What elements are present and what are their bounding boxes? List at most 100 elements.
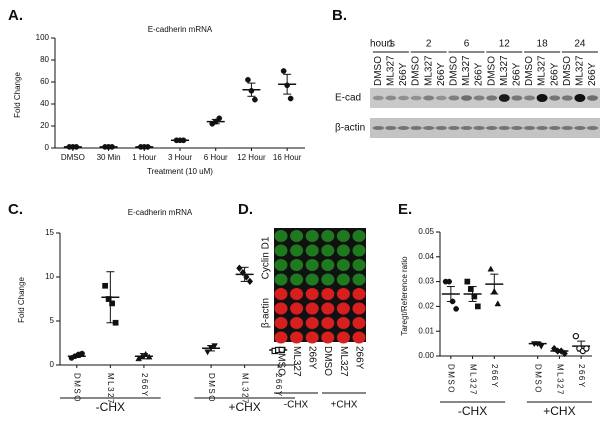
x-tick-label: 266Y xyxy=(490,364,499,389)
y-tick-label: 0.02 xyxy=(418,302,434,311)
band xyxy=(410,126,422,130)
group-label: -CHX xyxy=(458,404,487,418)
band xyxy=(385,126,397,130)
blot-strip xyxy=(370,118,600,138)
data-point xyxy=(145,353,153,360)
lane-label: 266Y xyxy=(398,62,409,86)
lane-label: DMSO xyxy=(411,56,422,86)
spot xyxy=(274,288,288,300)
group-label: +CHX xyxy=(228,400,260,414)
band xyxy=(561,126,574,130)
spot xyxy=(290,302,304,315)
x-tick-label: 12 Hour xyxy=(237,153,266,162)
lane-label: ML327 xyxy=(291,346,302,377)
spot xyxy=(305,244,319,257)
group-label: -CHX xyxy=(284,400,309,411)
band xyxy=(498,126,511,130)
data-point xyxy=(245,76,251,83)
data-point xyxy=(583,345,590,352)
data-point xyxy=(494,300,502,307)
spot xyxy=(336,273,350,286)
data-point xyxy=(453,306,459,312)
y-tick-label: 15 xyxy=(45,228,54,237)
band xyxy=(448,95,460,101)
data-point xyxy=(246,277,254,286)
x-tick-label: 16 Hour xyxy=(273,153,302,162)
data-point xyxy=(287,95,294,102)
band xyxy=(587,95,598,101)
spot xyxy=(305,317,319,329)
y-axis-label: Taregt/Reference ratio xyxy=(400,256,409,336)
band xyxy=(574,94,586,102)
panel-label: E. xyxy=(398,201,412,218)
band xyxy=(498,94,510,102)
y-tick-label: 0.04 xyxy=(418,252,434,261)
lane-label: 266Y xyxy=(307,346,318,370)
lane-label: DMSO xyxy=(449,56,460,86)
data-point xyxy=(180,137,187,144)
y-axis-label: Fold Change xyxy=(13,72,22,118)
spot xyxy=(274,331,288,344)
lane-label: ML327 xyxy=(499,55,510,86)
spot xyxy=(290,230,304,242)
data-point xyxy=(207,345,215,352)
band xyxy=(435,126,448,130)
data-point xyxy=(449,298,456,305)
data-point xyxy=(216,115,223,122)
band xyxy=(385,95,397,101)
y-tick-label: 0.03 xyxy=(418,277,434,286)
spot xyxy=(321,273,335,286)
data-point xyxy=(211,343,218,350)
spot xyxy=(290,259,304,271)
x-tick-label: 266Y xyxy=(577,364,586,389)
spot xyxy=(352,230,366,242)
hours-label: hours xyxy=(370,39,395,50)
band xyxy=(372,95,384,101)
spot xyxy=(305,331,319,344)
lane-label: 266Y xyxy=(436,62,447,86)
band xyxy=(485,126,498,130)
row-label: E-cad xyxy=(335,93,361,104)
data-point xyxy=(467,286,474,292)
lane-label: ML327 xyxy=(338,346,349,377)
row-label: Cyclin D1 xyxy=(261,236,272,279)
x-tick-label: DMSO xyxy=(61,153,85,162)
panel-label: C. xyxy=(8,201,23,218)
band xyxy=(511,126,523,130)
data-point xyxy=(102,282,108,289)
band xyxy=(473,126,485,130)
data-point xyxy=(284,82,290,89)
band xyxy=(523,126,536,130)
data-point xyxy=(252,96,258,103)
spot xyxy=(290,273,304,286)
x-tick-label: 266Y xyxy=(140,373,149,398)
data-point xyxy=(248,87,255,94)
y-tick-label: 0.00 xyxy=(418,351,434,360)
band xyxy=(423,95,435,101)
spot xyxy=(290,317,304,329)
lane-label: DMSO xyxy=(275,346,286,376)
spot xyxy=(305,302,319,315)
y-tick-label: 0.05 xyxy=(418,227,434,236)
spot xyxy=(274,273,288,286)
y-tick-label: 20 xyxy=(40,121,49,130)
x-tick-label: 6 Hour xyxy=(204,153,228,162)
band xyxy=(435,95,447,101)
band xyxy=(548,126,561,130)
panel-label: B. xyxy=(332,7,347,24)
lane-label: 266Y xyxy=(353,346,364,370)
band xyxy=(586,126,599,130)
hour-label: 24 xyxy=(574,39,586,50)
spot xyxy=(352,259,366,271)
spot xyxy=(321,302,335,315)
x-tick-label: ML327 xyxy=(468,364,477,396)
band xyxy=(536,94,548,102)
data-point xyxy=(446,278,452,285)
group-label: +CHX xyxy=(543,404,575,418)
spot xyxy=(321,331,335,344)
group-label: +CHX xyxy=(331,400,358,411)
hour-label: 1 xyxy=(388,39,394,50)
x-tick-label: ML327 xyxy=(106,373,115,405)
band xyxy=(461,95,472,101)
band xyxy=(397,126,410,130)
